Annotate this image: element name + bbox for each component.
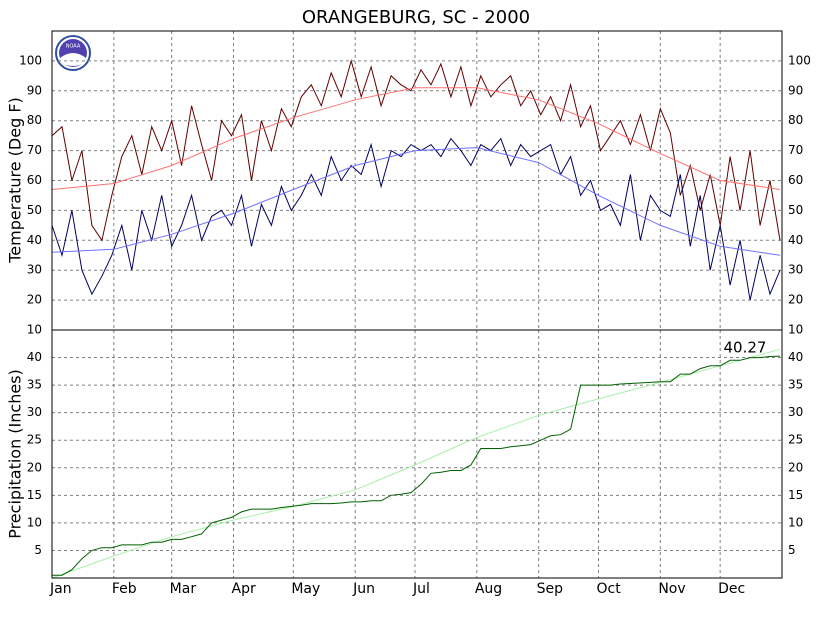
y-tick-label: 80 bbox=[788, 113, 803, 127]
x-tick-label: Jan bbox=[49, 581, 72, 597]
x-tick-label: Jun bbox=[352, 581, 375, 597]
y-tick-label: 90 bbox=[788, 83, 803, 97]
x-tick-label: Sep bbox=[537, 581, 564, 597]
data-line bbox=[51, 59, 781, 242]
y-tick-label: 40 bbox=[788, 350, 803, 364]
y-tick-label: 40 bbox=[27, 233, 42, 247]
y-tick-label: 20 bbox=[788, 293, 803, 307]
annotation: 40.27 bbox=[724, 339, 767, 357]
x-tick-label: Dec bbox=[718, 581, 745, 597]
y-tick-label: 35 bbox=[27, 378, 42, 392]
y-tick-label: 20 bbox=[27, 293, 42, 307]
x-tick-label: Mar bbox=[170, 581, 197, 597]
y-tick-label: 10 bbox=[788, 323, 803, 337]
x-tick-label: Feb bbox=[112, 581, 137, 597]
y-tick-label: 15 bbox=[788, 488, 803, 502]
y-tick-label: 30 bbox=[788, 405, 803, 419]
data-line bbox=[51, 87, 781, 190]
y-tick-label: 50 bbox=[788, 203, 803, 217]
y-tick-label: 15 bbox=[27, 488, 42, 502]
x-tick-label: Apr bbox=[232, 581, 256, 597]
y-tick-label: 100 bbox=[788, 53, 811, 67]
data-line bbox=[51, 348, 781, 579]
y-tick-label: 100 bbox=[19, 53, 42, 67]
data-line bbox=[52, 355, 781, 576]
y-tick-label: 20 bbox=[27, 460, 42, 474]
logo-wave bbox=[60, 53, 86, 66]
data-line bbox=[51, 137, 781, 301]
y-tick-label: 80 bbox=[27, 113, 42, 127]
y-tick-label: 25 bbox=[27, 433, 42, 447]
y-tick-label: 30 bbox=[27, 263, 42, 277]
y-tick-label: 70 bbox=[27, 143, 42, 157]
y-tick-label: 70 bbox=[788, 143, 803, 157]
y-tick-label: 25 bbox=[788, 433, 803, 447]
y-tick-label: 90 bbox=[27, 83, 42, 97]
data-line bbox=[51, 147, 781, 256]
y-tick-label: 60 bbox=[27, 173, 42, 187]
y-tick-label: 5 bbox=[34, 543, 42, 557]
y-tick-label: 5 bbox=[788, 543, 796, 557]
y-axis-label: Precipitation (Inches) bbox=[6, 369, 25, 539]
y-tick-label: 10 bbox=[27, 515, 42, 529]
y-axis-label: Temperature (Deg F) bbox=[6, 97, 25, 264]
logo-text: NOAA bbox=[66, 44, 81, 50]
x-tick-label: Aug bbox=[475, 581, 502, 597]
y-tick-label: 60 bbox=[788, 173, 803, 187]
y-tick-label: 40 bbox=[788, 233, 803, 247]
chart-title: ORANGEBURG, SC - 2000 bbox=[302, 7, 530, 28]
y-tick-label: 50 bbox=[27, 203, 42, 217]
y-tick-label: 30 bbox=[27, 405, 42, 419]
y-tick-label: 30 bbox=[788, 263, 803, 277]
noaa-logo: NOAA bbox=[55, 35, 91, 71]
plot-frame bbox=[51, 329, 783, 579]
y-tick-label: 20 bbox=[788, 460, 803, 474]
y-tick-label: 35 bbox=[788, 378, 803, 392]
x-tick-label: May bbox=[291, 581, 320, 597]
y-tick-label: 40 bbox=[27, 350, 42, 364]
x-tick-label: Nov bbox=[658, 581, 685, 597]
y-tick-label: 10 bbox=[27, 323, 42, 337]
y-tick-label: 10 bbox=[788, 515, 803, 529]
x-tick-label: Oct bbox=[597, 581, 622, 597]
x-tick-label: Jul bbox=[412, 581, 430, 597]
